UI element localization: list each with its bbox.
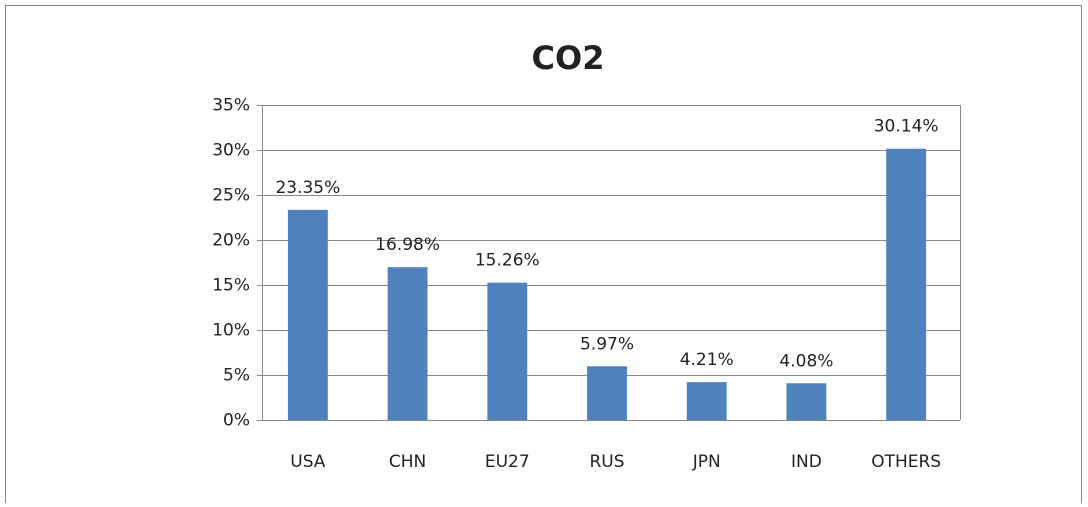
bar [487,282,528,420]
y-tick-label: 20% [212,231,250,251]
y-tick-label: 0% [223,411,250,431]
y-tick-label: 15% [212,276,250,296]
chart-title: CO2 [532,39,605,77]
x-tick-label: IND [791,452,822,472]
x-tick-label: EU27 [485,452,530,472]
x-tick-label: CHN [389,452,426,472]
data-label: 5.97% [580,334,634,354]
bar [786,383,827,420]
bar [387,267,428,420]
data-label: 15.26% [475,251,540,271]
y-tick-label: 30% [212,141,250,161]
y-tick-label: 5% [223,366,250,386]
bar [686,382,727,420]
y-tick-label: 10% [212,321,250,341]
x-tick-label: OTHERS [871,452,941,472]
y-tick-label: 35% [212,96,250,116]
y-tick-label: 25% [212,186,250,206]
bar [886,148,927,421]
data-label: 30.14% [874,117,939,137]
data-label: 4.21% [680,350,734,370]
bar [587,366,627,420]
x-tick-label: RUS [589,452,624,472]
x-tick-label: JPN [692,452,721,472]
data-label: 16.98% [375,235,440,255]
x-tick-label: USA [290,452,326,472]
data-label: 4.08% [779,351,833,371]
bar [287,209,328,420]
data-label: 23.35% [275,178,340,198]
